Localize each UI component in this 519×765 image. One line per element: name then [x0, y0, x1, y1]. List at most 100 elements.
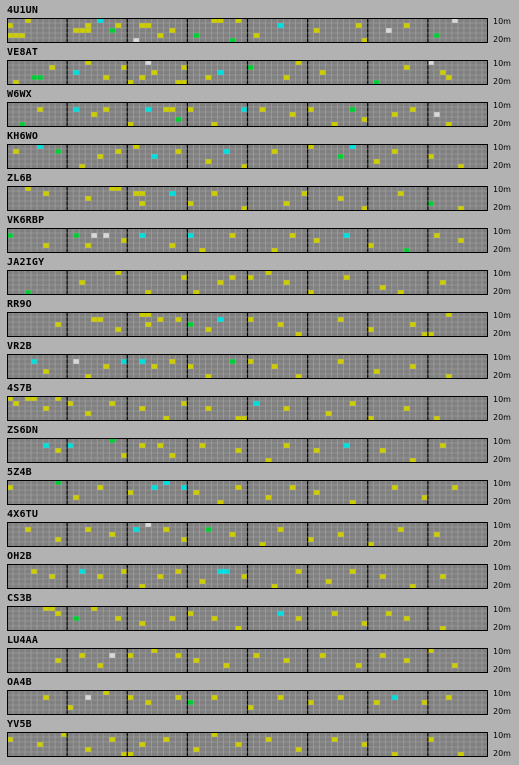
signal-cell	[403, 248, 410, 253]
station-oh2b: OH2B 10m 20m	[0, 547, 519, 590]
station-cs3b: CS3B 10m 20m	[0, 589, 519, 632]
signal-cell	[79, 280, 86, 285]
signal-cell	[145, 107, 152, 112]
signal-cell	[295, 374, 302, 379]
callsign-label: 4S7B	[7, 383, 32, 394]
propagation-grid	[7, 522, 488, 547]
signal-cell	[175, 569, 182, 574]
signal-cell	[373, 159, 380, 164]
signal-cell	[133, 144, 140, 149]
signal-cell	[403, 616, 410, 621]
signal-cell	[235, 18, 242, 23]
signal-cell	[283, 406, 290, 411]
callsign-label: 4U1UN	[7, 5, 39, 16]
signal-cell	[187, 700, 194, 705]
signal-cell	[73, 28, 92, 33]
signal-cell	[145, 60, 152, 65]
signal-cell	[79, 653, 86, 658]
signal-cell	[73, 359, 80, 364]
signal-cell	[13, 149, 20, 154]
signal-cell	[37, 107, 44, 112]
signal-cell	[277, 527, 284, 532]
signal-cell	[169, 359, 176, 364]
signal-cell	[121, 569, 128, 574]
signal-cell	[379, 448, 386, 453]
signal-cell	[367, 327, 374, 332]
signal-cell	[133, 527, 140, 532]
signal-cell	[73, 70, 80, 75]
signal-cell	[163, 737, 170, 742]
signal-cell	[409, 107, 416, 112]
station-zl6b: ZL6B 10m 20m	[0, 169, 519, 212]
station-yv5b: YV5B 10m 20m	[0, 715, 519, 758]
callsign-label: ZS6DN	[7, 425, 39, 436]
signal-cell	[337, 317, 344, 322]
signal-cell	[409, 364, 416, 369]
signal-cell	[433, 416, 440, 421]
callsign-label: CS3B	[7, 593, 32, 604]
signal-cell	[337, 532, 344, 537]
station-zs6dn: ZS6DN 10m 20m	[0, 421, 519, 464]
signal-cell	[115, 616, 122, 621]
signal-cell	[241, 164, 248, 169]
signal-cell	[157, 33, 164, 38]
signal-cell	[271, 364, 278, 369]
signal-cell	[85, 243, 92, 248]
propagation-grid	[7, 186, 488, 211]
signal-cell	[127, 695, 134, 700]
band-label-20m: 20m	[493, 329, 511, 338]
signal-cell	[193, 747, 200, 752]
signal-cell	[247, 705, 254, 710]
signal-cell	[409, 458, 416, 463]
signal-cell	[103, 107, 110, 112]
signal-cell	[235, 485, 242, 490]
station-lu4aa: LU4AA 10m 20m	[0, 631, 519, 674]
band-label-20m: 20m	[493, 77, 511, 86]
grid-border	[7, 648, 488, 673]
signal-cell	[307, 144, 314, 149]
signal-cell	[427, 154, 434, 159]
signal-cell	[139, 443, 146, 448]
signal-cell	[169, 243, 176, 248]
signal-cell	[43, 369, 50, 374]
callsign-label: VK6RBP	[7, 215, 45, 226]
signal-cell	[103, 75, 110, 80]
propagation-grid	[7, 102, 488, 127]
station-4u1un: 4U1UN 10m 20m	[0, 1, 519, 44]
signal-cell	[187, 322, 194, 327]
signal-cell	[355, 23, 362, 28]
signal-cell	[7, 485, 14, 490]
signal-cell	[103, 690, 110, 695]
signal-cell	[181, 275, 188, 280]
signal-cell	[97, 154, 104, 159]
signal-cell	[145, 290, 152, 295]
signal-cell	[217, 70, 224, 75]
signal-cell	[187, 107, 194, 112]
band-label-20m: 20m	[493, 581, 511, 590]
signal-cell	[211, 191, 218, 196]
signal-cell	[313, 490, 320, 495]
signal-cell	[109, 401, 116, 406]
signal-cell	[199, 579, 206, 584]
signal-cell	[385, 28, 392, 33]
station-ve8at: VE8AT 10m 20m	[0, 43, 519, 86]
signal-cell	[337, 695, 344, 700]
signal-cell	[139, 233, 146, 238]
band-label-10m: 10m	[493, 143, 511, 152]
signal-cell	[19, 122, 26, 127]
signal-cell	[19, 33, 26, 38]
signal-cell	[283, 201, 290, 206]
signal-cell	[211, 122, 218, 127]
signal-cell	[37, 144, 44, 149]
signal-cell	[349, 107, 356, 112]
signal-cell	[139, 742, 146, 747]
grid-border	[7, 102, 488, 127]
signal-cell	[43, 406, 50, 411]
signal-cell	[181, 485, 188, 490]
callsign-label: ZL6B	[7, 173, 32, 184]
grid-border	[7, 312, 488, 337]
signal-cell	[121, 238, 128, 243]
signal-cell	[25, 290, 32, 295]
band-label-10m: 10m	[493, 479, 511, 488]
